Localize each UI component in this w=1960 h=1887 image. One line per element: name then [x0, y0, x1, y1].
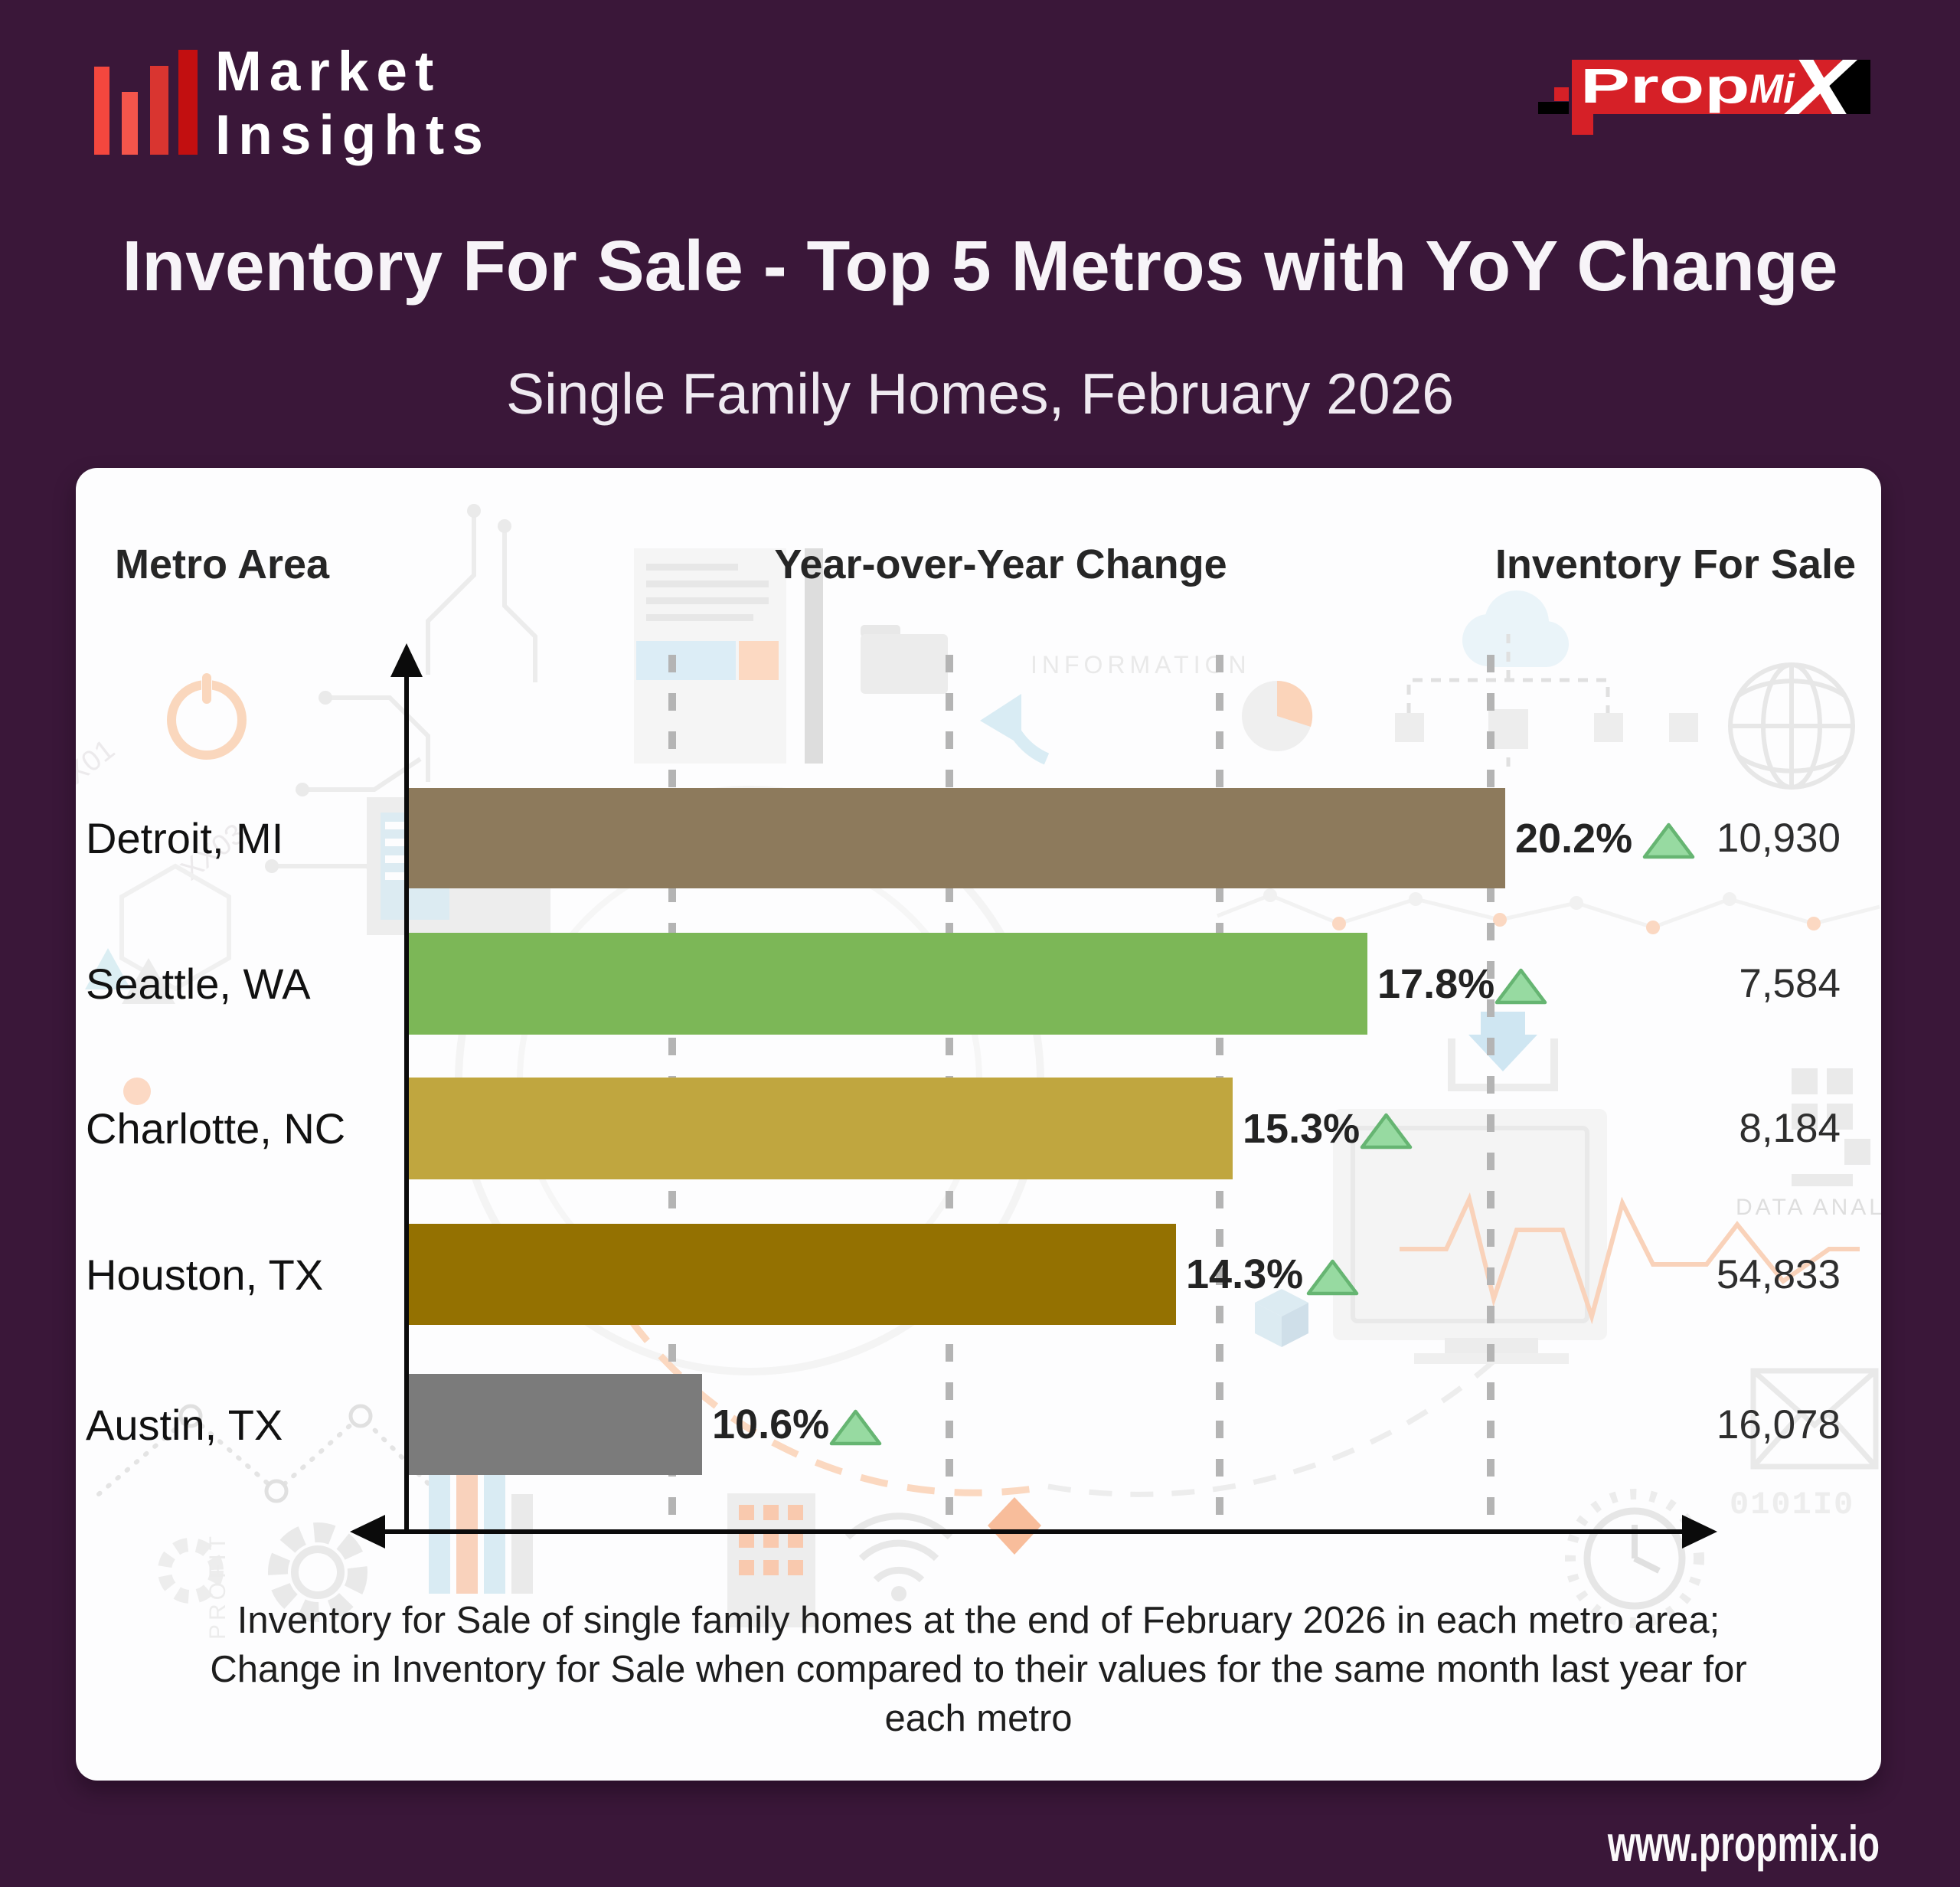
svg-text:Mi: Mi	[1749, 67, 1795, 112]
svg-text:DATA ANALYSIS: DATA ANALYSIS	[1736, 1195, 1881, 1220]
svg-text:INFORMATION: INFORMATION	[1031, 651, 1251, 679]
svg-text:X: X	[1783, 46, 1857, 131]
svg-text:PROFIT: PROFIT	[205, 1532, 230, 1640]
svg-text:0101I0: 0101I0	[1730, 1486, 1854, 1523]
svg-text:Prop: Prop	[1580, 58, 1750, 113]
